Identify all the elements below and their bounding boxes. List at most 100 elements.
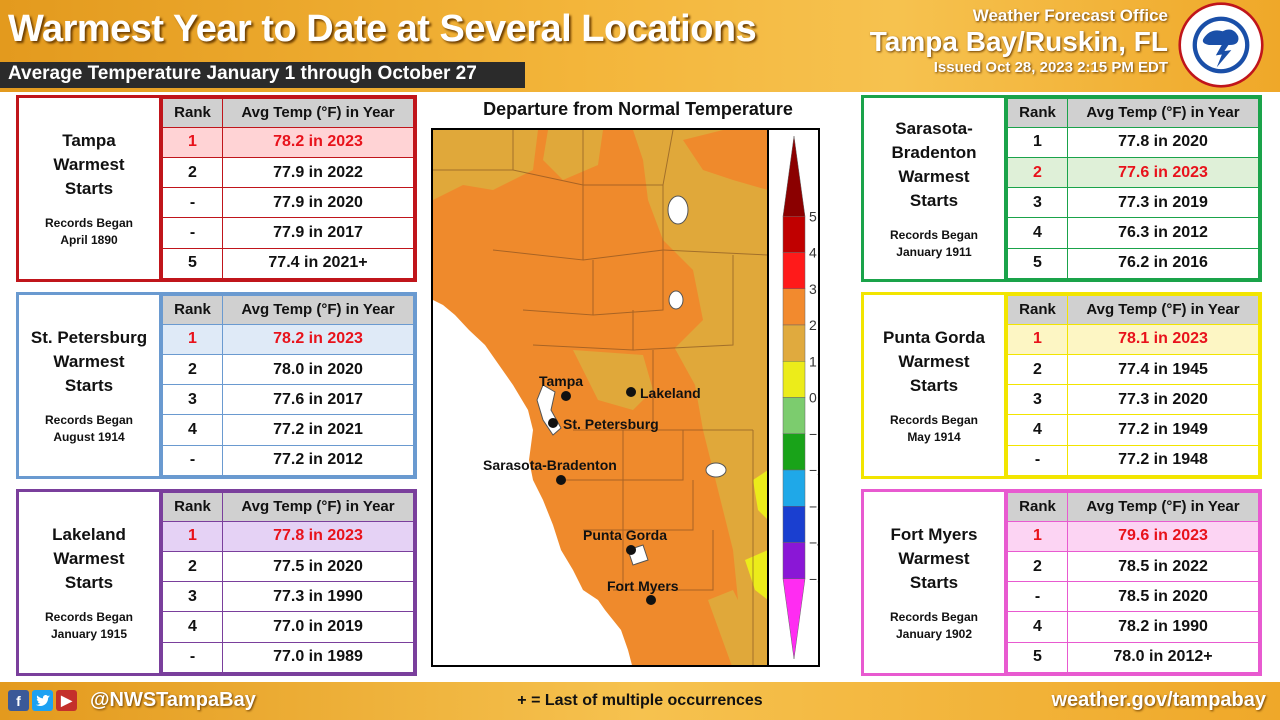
youtube-icon[interactable]: ▶ — [56, 690, 77, 711]
panel-city-name: Warmest — [53, 351, 125, 371]
table-row: 5 77.4 in 2021+ — [162, 247, 414, 280]
rank-cell: 4 — [162, 414, 223, 446]
records-began: Records Began April 1890 — [45, 215, 133, 249]
scale-segment — [782, 397, 806, 434]
rank-cell: 3 — [162, 384, 223, 416]
table-header-row: Rank Avg Temp (°F) in Year — [1007, 492, 1259, 522]
table-row: 1 79.6 in 2023 — [1007, 520, 1259, 552]
rank-cell: - — [1007, 581, 1068, 613]
table-row: 4 77.2 in 1949 — [1007, 414, 1259, 446]
scale-segment — [782, 288, 806, 326]
nws-logo-icon — [1178, 2, 1264, 88]
zone-central-west — [593, 340, 723, 665]
punta-gorda-panel: Punta Gorda Warmest Starts Records Began May… — [861, 292, 1262, 479]
sarasota-marker — [556, 475, 566, 485]
temp-cell: 77.2 in 2012 — [222, 444, 414, 477]
scale-tick-label: 3 — [809, 281, 817, 297]
facebook-icon[interactable]: f — [8, 690, 29, 711]
table-row: 1 78.1 in 2023 — [1007, 323, 1259, 355]
records-began-line: Records Began — [44, 215, 134, 230]
panel-city-name: Punta Gorda — [882, 327, 985, 347]
rank-cell: - — [162, 444, 223, 477]
records-began-line: January 1915 — [50, 626, 128, 641]
rank-table: Rank Avg Temp (°F) in Year 1 79.6 in 2023 2 7… — [1007, 492, 1259, 674]
table-row: 2 77.9 in 2022 — [162, 156, 414, 189]
rank-table: Rank Avg Temp (°F) in Year 1 77.8 in 2023 2 7… — [162, 492, 414, 674]
records-began: Records Began May 1914 — [890, 412, 978, 446]
scale-segment — [782, 578, 806, 660]
table-header-row: Rank Avg Temp (°F) in Year — [162, 98, 414, 128]
column-header-rank: Rank — [1007, 98, 1068, 128]
tampa-marker — [561, 391, 571, 401]
temp-cell: 77.9 in 2022 — [222, 156, 414, 189]
column-header-temp: Avg Temp (°F) in Year — [1067, 492, 1259, 522]
table-row: 3 77.6 in 2017 — [162, 384, 414, 416]
temp-cell: 77.9 in 2017 — [222, 217, 414, 249]
temp-cell: 77.3 in 1990 — [222, 581, 414, 613]
twitter-handle[interactable]: @NWSTampaBay — [90, 689, 256, 711]
rank-cell: 1 — [162, 126, 223, 158]
records-began-line: April 1890 — [60, 232, 118, 247]
temp-cell: 78.5 in 2020 — [1067, 581, 1259, 613]
scale-tick-label: 0 — [809, 390, 817, 406]
rank-table: Rank Avg Temp (°F) in Year 1 78.2 in 2023 2 7… — [162, 295, 414, 477]
website-link[interactable]: weather.gov/tampabay — [1051, 689, 1266, 711]
table-row: 4 77.0 in 2019 — [162, 611, 414, 643]
temp-cell: 77.0 in 1989 — [222, 641, 414, 674]
st-petersburg-marker — [548, 418, 558, 428]
table-row: -77.9 in 2020 — [162, 187, 414, 219]
panel-city-name: Starts — [64, 178, 114, 198]
rank-table: Rank Avg Temp (°F) in Year 1 78.1 in 2023 2 7… — [1007, 295, 1259, 477]
temp-cell: 77.6 in 2023 — [1067, 156, 1259, 189]
zone-yellow-southeast — [745, 550, 768, 600]
table-row: 2 77.6 in 2023 — [1007, 156, 1259, 189]
temp-cell: 76.3 in 2012 — [1067, 217, 1259, 249]
records-began-line: Records Began — [889, 609, 979, 624]
table-row: 2 77.5 in 2020 — [162, 550, 414, 583]
table-header-row: Rank Avg Temp (°F) in Year — [1007, 98, 1259, 128]
office-name: Tampa Bay/Ruskin, FL — [869, 26, 1168, 57]
zone-north-central — [543, 130, 603, 180]
panel-city-name: Starts — [909, 375, 959, 395]
table-row: 5 78.0 in 2012+ — [1007, 641, 1259, 674]
column-header-temp: Avg Temp (°F) in Year — [222, 98, 414, 128]
office-info: Weather Forecast Office Tampa Bay/Ruskin… — [870, 6, 1168, 78]
rank-table: Rank Avg Temp (°F) in Year 1 78.2 in 2023 2 7… — [162, 98, 414, 280]
temp-cell: 77.8 in 2020 — [1067, 126, 1259, 158]
footnote: + = Last of multiple occurrences — [517, 692, 763, 709]
records-began: Records Began January 1911 — [890, 227, 978, 261]
city-label-fort-myers: Fort Myers — [607, 578, 679, 594]
county-lines — [433, 130, 769, 665]
scale-segment — [782, 216, 806, 253]
records-began-line: January 1902 — [895, 626, 973, 641]
table-header-row: Rank Avg Temp (°F) in Year — [162, 295, 414, 325]
records-began: Records Began August 1914 — [45, 412, 133, 446]
table-row: 1 78.2 in 2023 — [162, 323, 414, 355]
column-header-temp: Avg Temp (°F) in Year — [1067, 98, 1259, 128]
table-row: 4 78.2 in 1990 — [1007, 611, 1259, 643]
scale-segment — [782, 324, 806, 362]
temp-cell: 79.6 in 2023 — [1067, 520, 1259, 552]
scale-tick-label: 2 — [809, 317, 817, 333]
panel-label: St. Petersburg Warmest Starts Records Began… — [19, 295, 162, 476]
rank-cell: 4 — [1007, 611, 1068, 643]
table-row: 1 77.8 in 2023 — [162, 520, 414, 552]
rank-cell: 2 — [162, 156, 223, 189]
panel-city-name: Lakeland — [52, 524, 126, 544]
map-title: Departure from Normal Temperature — [483, 99, 793, 119]
scale-segment — [782, 469, 806, 507]
fort-myers-panel: Fort Myers Warmest Starts Records Began Janu… — [861, 489, 1262, 676]
subtitle-bar: Average Temperature January 1 through Oc… — [0, 62, 525, 88]
records-began-line: Records Began — [889, 412, 979, 427]
st-petersburg-panel: St. Petersburg Warmest Starts Records Began… — [16, 292, 417, 479]
temp-cell: 78.5 in 2022 — [1067, 550, 1259, 583]
rank-cell: 5 — [1007, 247, 1068, 280]
panel-city-name: Starts — [64, 375, 114, 395]
panel-city-name: Warmest — [898, 351, 970, 371]
table-row: 4 77.2 in 2021 — [162, 414, 414, 446]
punta-gorda-marker — [626, 545, 636, 555]
lake-north — [667, 195, 689, 225]
rank-cell: 5 — [162, 247, 223, 280]
city-label-punta-gorda: Punta Gorda — [583, 527, 667, 543]
twitter-icon[interactable] — [32, 690, 53, 711]
